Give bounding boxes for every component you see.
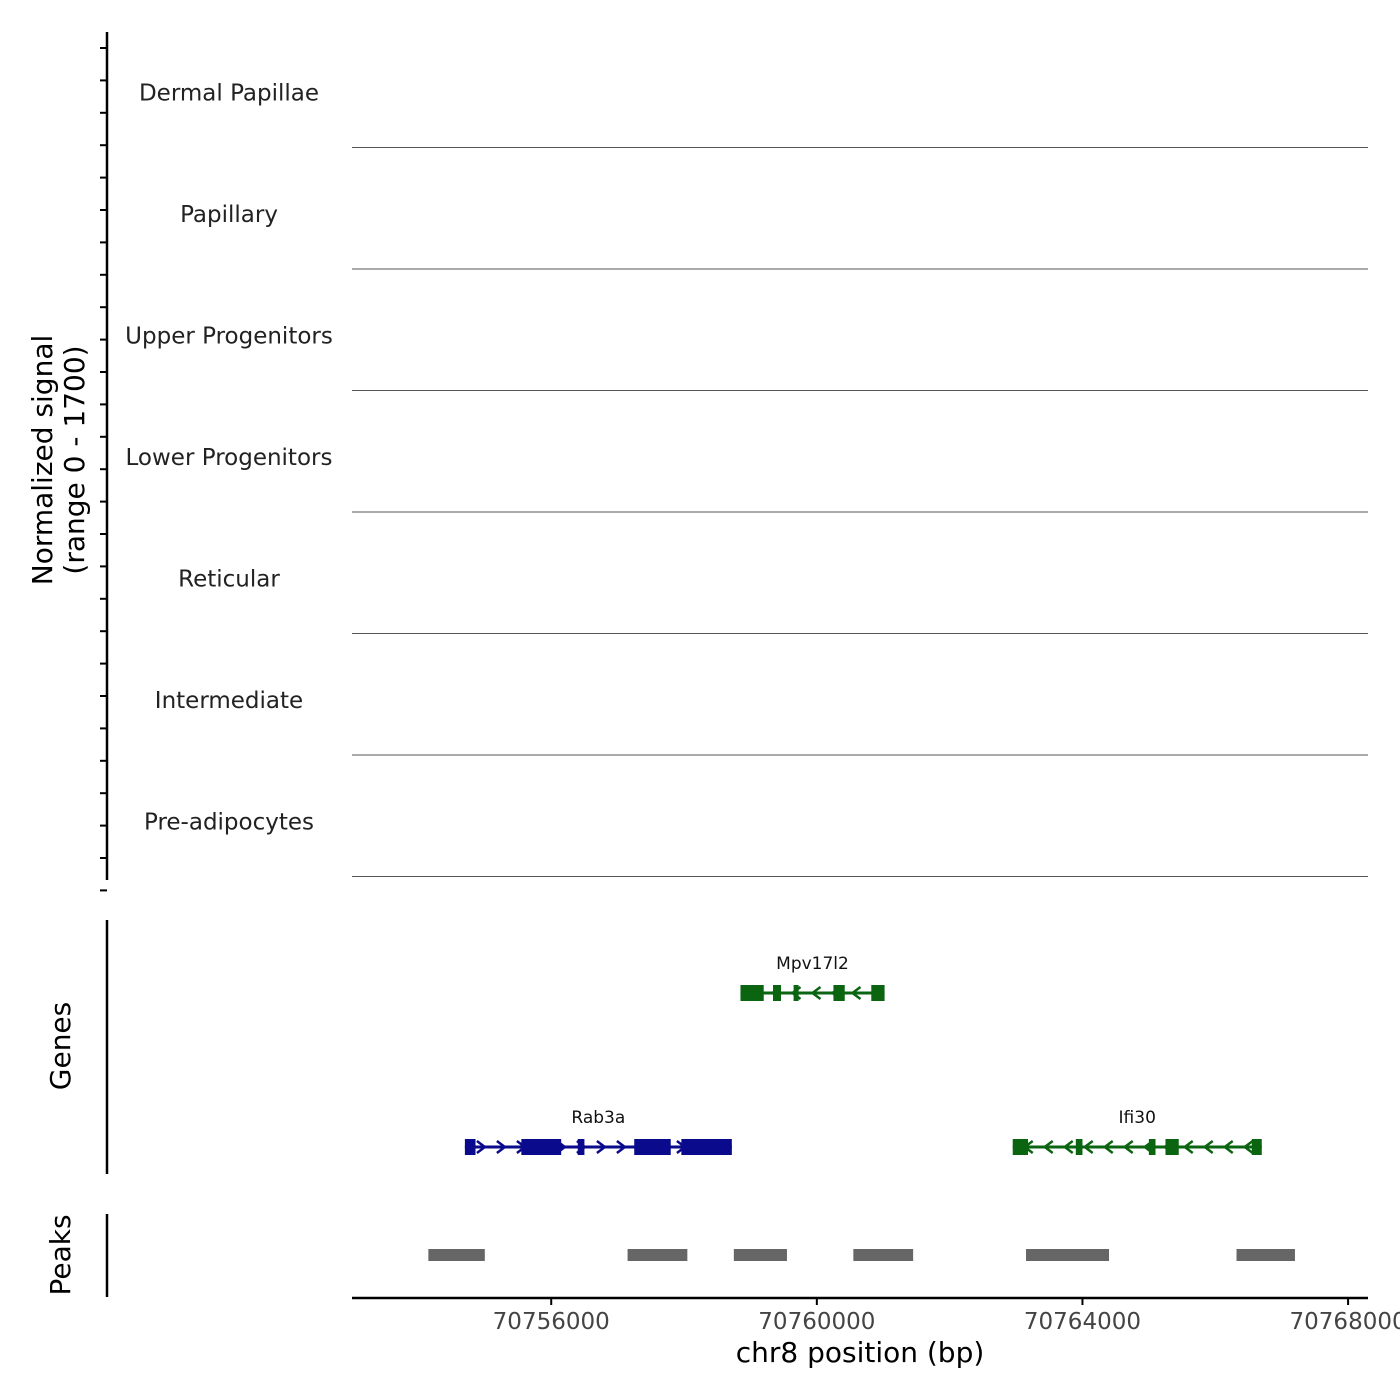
gene-exon bbox=[464, 1139, 476, 1155]
strand-arrow bbox=[1222, 1140, 1234, 1154]
gene-mpv17l2: Mpv17l2 bbox=[740, 954, 885, 1001]
x-axis: 70756000 70760000 70764000 70768000 bbox=[352, 1296, 1400, 1335]
gene-label: Rab3a bbox=[571, 1108, 625, 1128]
gene-exon bbox=[740, 985, 764, 1001]
gene-label: Mpv17l2 bbox=[776, 954, 849, 974]
y-axis-title: Normalized signal (range 0 - 1700) bbox=[26, 335, 91, 586]
track-label: Upper Progenitors bbox=[125, 324, 333, 350]
gene-ifi30: Ifi30 bbox=[1012, 1108, 1262, 1155]
track-label: Reticular bbox=[178, 567, 280, 593]
strand-arrow bbox=[496, 1140, 507, 1154]
strand-arrow bbox=[1062, 1140, 1074, 1154]
strand-arrow bbox=[1182, 1140, 1194, 1154]
peak-region bbox=[1026, 1249, 1110, 1261]
track-label: Dermal Papillae bbox=[139, 81, 319, 107]
gene-exon bbox=[793, 985, 799, 1001]
gene-rab3a: Rab3a bbox=[464, 1108, 732, 1155]
peak-region bbox=[1236, 1249, 1295, 1261]
track-label: Pre-adipocytes bbox=[144, 810, 314, 836]
gene-exon bbox=[1165, 1139, 1179, 1155]
strand-arrow bbox=[1242, 1140, 1254, 1154]
peak-region bbox=[428, 1249, 485, 1261]
gene-exon bbox=[773, 985, 781, 1001]
strand-arrow bbox=[850, 986, 862, 1000]
coverage-tracks: Dermal Papillae Papillary Upper Progenitor… bbox=[125, 81, 1368, 877]
peaks-track-title: Peaks bbox=[44, 1214, 77, 1295]
x-axis-title: chr8 position (bp) bbox=[736, 1336, 985, 1369]
track-label: Lower Progenitors bbox=[126, 445, 333, 471]
track-lower-progenitors: Lower Progenitors bbox=[126, 445, 1368, 513]
y-axis-title-line-1: Normalized signal bbox=[26, 335, 59, 586]
strand-arrow bbox=[1202, 1140, 1214, 1154]
strand-arrow bbox=[596, 1140, 607, 1154]
gene-exon bbox=[1148, 1139, 1156, 1155]
gene-exon bbox=[681, 1139, 732, 1155]
gene-exon bbox=[1075, 1139, 1083, 1155]
gene-exon bbox=[577, 1139, 585, 1155]
strand-arrow bbox=[1082, 1140, 1094, 1154]
x-tick-label: 70756000 bbox=[493, 1309, 610, 1335]
track-dermal-papillae: Dermal Papillae bbox=[139, 81, 1368, 148]
strand-arrow bbox=[810, 986, 822, 1000]
strand-arrow bbox=[1122, 1140, 1134, 1154]
track-reticular: Reticular bbox=[178, 567, 1368, 634]
x-tick-label: 70768000 bbox=[1290, 1309, 1400, 1335]
track-intermediate: Intermediate bbox=[155, 688, 1368, 756]
peak-region bbox=[853, 1249, 914, 1261]
track-papillary: Papillary bbox=[180, 202, 1368, 270]
gene-track: Rab3a Mpv17l2 Ifi30 bbox=[105, 920, 1262, 1174]
x-tick-label: 70764000 bbox=[1024, 1309, 1141, 1335]
gene-exon bbox=[871, 985, 885, 1001]
x-tick-label: 70760000 bbox=[758, 1309, 875, 1335]
track-label: Intermediate bbox=[155, 688, 303, 714]
track-pre-adipocytes: Pre-adipocytes bbox=[144, 810, 1368, 877]
gene-exon bbox=[833, 985, 845, 1001]
peak-region bbox=[733, 1249, 787, 1261]
strand-arrow bbox=[1042, 1140, 1054, 1154]
strand-arrow bbox=[476, 1140, 487, 1154]
genes-track-title: Genes bbox=[44, 1002, 77, 1090]
peak-track bbox=[105, 1214, 1295, 1297]
gene-exon bbox=[521, 1139, 562, 1155]
gene-label: Ifi30 bbox=[1119, 1108, 1156, 1128]
track-upper-progenitors: Upper Progenitors bbox=[125, 324, 1368, 391]
track-label: Papillary bbox=[180, 202, 278, 228]
gene-exon bbox=[1251, 1139, 1262, 1155]
strand-arrow bbox=[1102, 1140, 1114, 1154]
peak-region bbox=[627, 1249, 688, 1261]
strand-arrow bbox=[616, 1140, 627, 1154]
y-axis-title-line-2: (range 0 - 1700) bbox=[58, 345, 91, 574]
gene-exon bbox=[634, 1139, 671, 1155]
y-axis bbox=[100, 32, 109, 892]
gene-exon bbox=[1012, 1139, 1029, 1155]
